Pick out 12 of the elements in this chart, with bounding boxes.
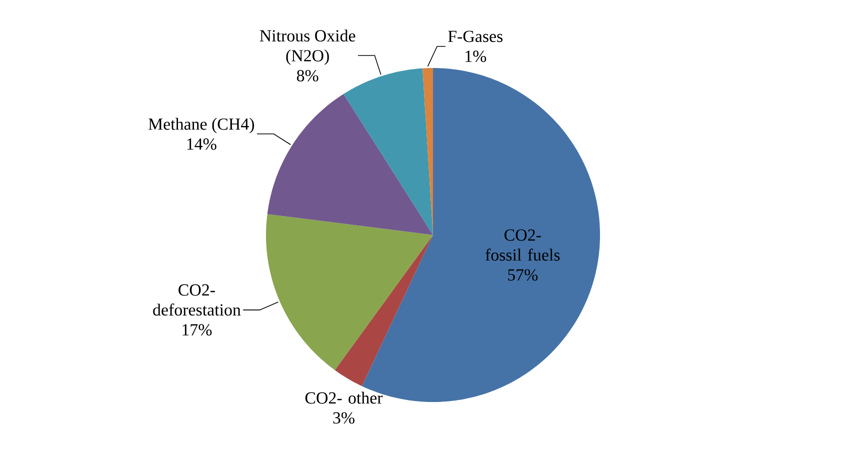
data-label: 57% (508, 269, 538, 281)
slice-label: CO2- other (305, 392, 383, 404)
slice-label: CO2- fossil fuels (486, 229, 560, 261)
slice-label: F-Gases (448, 30, 503, 42)
slice-label: Methane (CH4) (148, 118, 254, 134)
data-label: 17% (182, 324, 212, 336)
slice-label: CO2- deforestation (153, 284, 241, 316)
data-label: 14% (187, 138, 216, 150)
data-label: 3% (333, 412, 354, 424)
data-label: 8% (296, 70, 318, 82)
data-label: 1% (466, 50, 486, 62)
slice-label: Nitrous Oxide (N2O) (260, 30, 356, 65)
